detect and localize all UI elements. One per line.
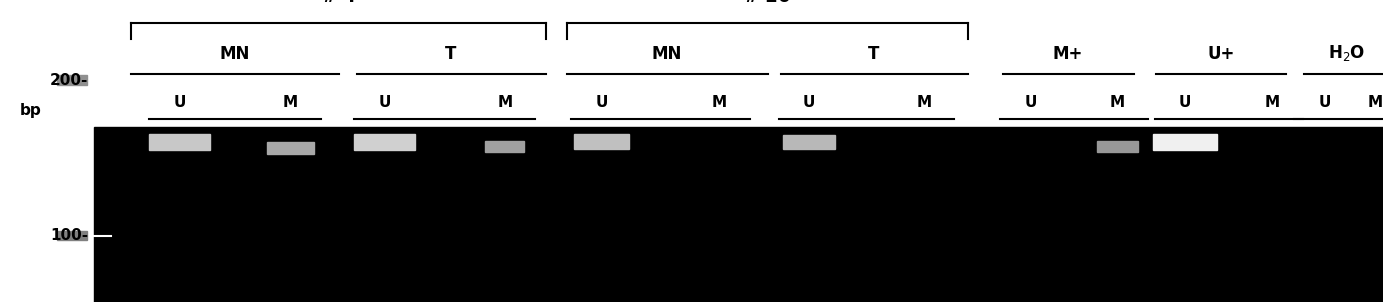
Text: M: M	[498, 95, 512, 110]
Text: M: M	[284, 95, 297, 110]
Text: # 4: # 4	[322, 0, 355, 6]
Text: U: U	[174, 95, 185, 110]
Text: U: U	[1025, 95, 1036, 110]
Text: MN: MN	[651, 45, 682, 63]
Text: T: T	[445, 45, 456, 63]
Bar	[149, 133, 210, 150]
Text: MN: MN	[220, 45, 250, 63]
Bar	[354, 133, 415, 150]
Bar	[94, 127, 1383, 302]
Bar	[1097, 141, 1138, 152]
Text: U: U	[1180, 95, 1191, 110]
Bar	[267, 142, 314, 154]
Text: U: U	[804, 95, 815, 110]
Text: M: M	[1265, 95, 1279, 110]
Text: U+: U+	[1207, 45, 1235, 63]
Text: U: U	[1319, 95, 1330, 110]
Text: M: M	[712, 95, 726, 110]
Text: # 26: # 26	[744, 0, 791, 6]
Text: M+: M+	[1052, 45, 1083, 63]
Text: bp: bp	[19, 103, 41, 118]
Bar	[1153, 133, 1217, 150]
Text: 200-: 200-	[50, 72, 89, 88]
Text: M: M	[917, 95, 931, 110]
Text: T: T	[869, 45, 880, 63]
Bar	[57, 231, 87, 240]
Text: H$_2$O: H$_2$O	[1328, 43, 1366, 63]
Bar	[574, 134, 629, 149]
Text: U: U	[596, 95, 607, 110]
Bar	[57, 75, 87, 85]
Text: 100-: 100-	[50, 228, 89, 243]
Text: M: M	[1368, 95, 1382, 110]
Bar	[485, 141, 524, 152]
Text: M: M	[1111, 95, 1124, 110]
Text: U: U	[379, 95, 390, 110]
Bar	[783, 135, 835, 149]
